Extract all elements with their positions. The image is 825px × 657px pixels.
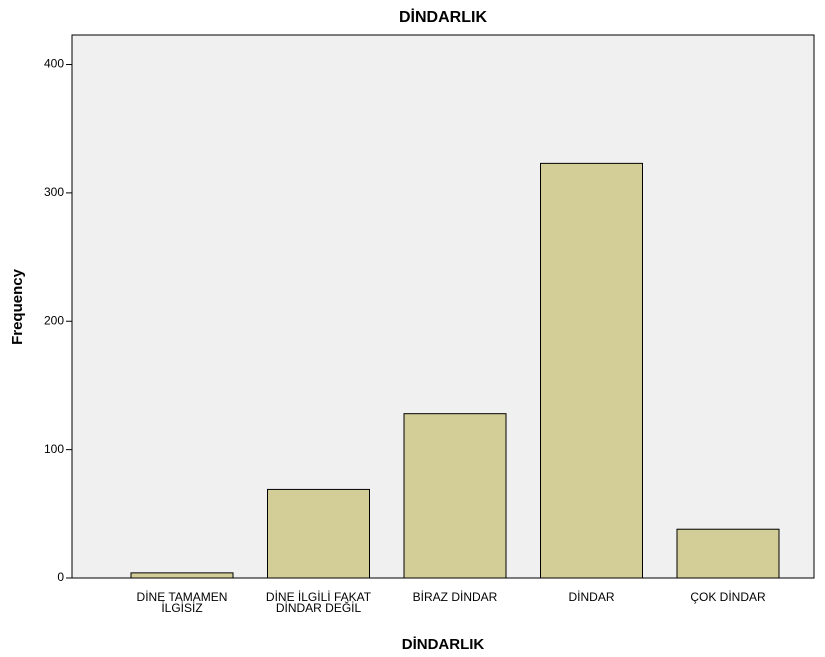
y-tick-label: 200 [44,313,64,327]
bar [403,413,507,579]
x-tick-label: DİNDAR [568,590,615,604]
bar [540,162,643,579]
y-tick-label: 400 [44,57,64,71]
x-axis-label: DİNDARLIK [402,636,485,653]
y-tick-label: 300 [44,185,64,199]
bar [676,528,780,579]
bar [267,488,370,579]
y-tick-label: 0 [57,570,64,584]
y-axis-label: Frequency [9,268,26,345]
y-tick-label: 100 [44,442,64,456]
x-tick-label: BİRAZ DİNDAR [412,590,498,604]
x-tick-label: DİNE TAMAMEN İLGİSİZ [136,590,228,615]
x-tick-label: DİNE İLGİLİ FAKAT DİNDAR DEĞİL [265,590,372,615]
x-tick-label: ÇOK DİNDAR [690,590,766,604]
bar [130,572,234,579]
chart-title: DİNDARLIK [399,8,487,26]
